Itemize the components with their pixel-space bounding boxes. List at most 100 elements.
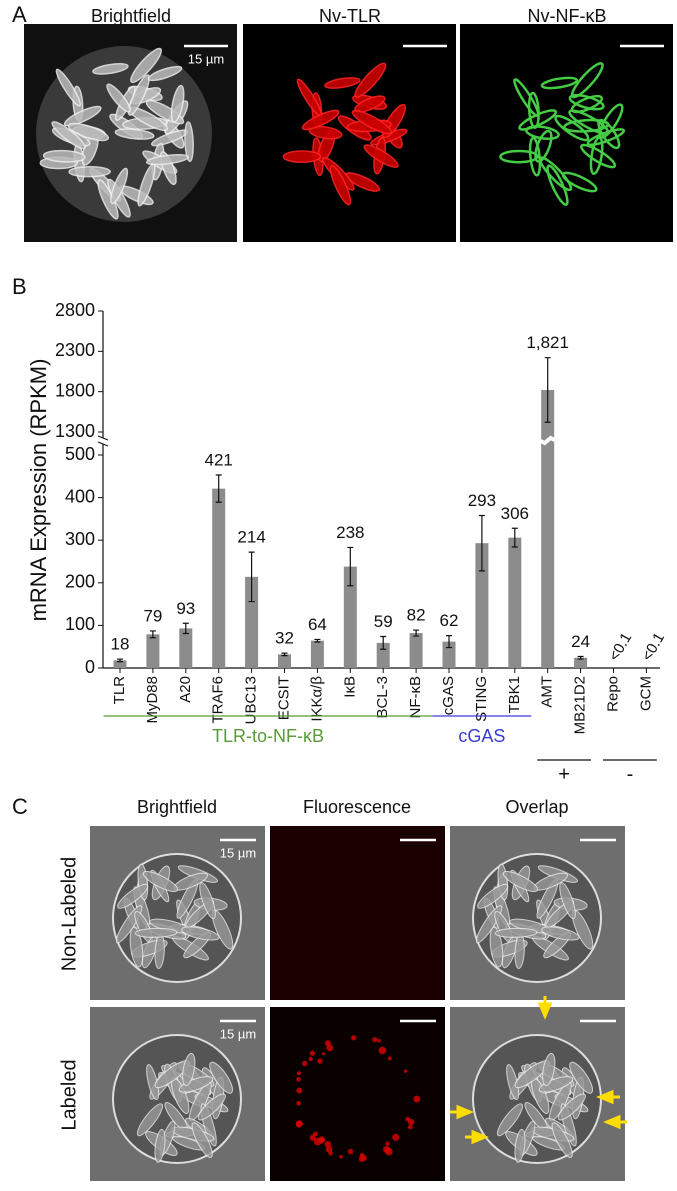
scale-bar-label: 15 µm — [220, 1026, 256, 1041]
micrograph — [450, 826, 625, 1000]
cell — [154, 1128, 166, 1163]
fluorescent-spot — [296, 1071, 302, 1076]
x-tick-label: NF-κB — [407, 676, 424, 719]
error-bar — [182, 622, 189, 635]
cell — [67, 122, 110, 142]
fluorescent-spot — [296, 1101, 301, 1106]
micrograph — [270, 826, 445, 1000]
cell — [282, 150, 322, 163]
x-tick-label: GCM — [637, 676, 654, 711]
y-tick-label: 1800 — [55, 380, 95, 400]
panel-title: Nv-NF-κB — [528, 6, 607, 26]
fluorescent-spot — [324, 1140, 332, 1148]
bar — [574, 657, 588, 668]
cell — [55, 68, 82, 107]
error-bar — [577, 655, 584, 660]
cell — [502, 870, 539, 893]
cell — [68, 166, 111, 178]
cell — [170, 84, 185, 123]
cell — [499, 149, 539, 164]
cell — [209, 1061, 234, 1094]
y-tick-label: 400 — [65, 486, 95, 506]
arrow — [465, 1129, 489, 1145]
micrograph — [243, 24, 456, 242]
cell — [541, 926, 580, 941]
micrograph — [460, 24, 673, 242]
x-tick-label: cGAS — [440, 676, 457, 715]
fluorescent-spot — [413, 1095, 421, 1103]
micrograph — [24, 24, 237, 242]
group-label: - — [627, 763, 634, 785]
fluorescent-spot — [326, 1044, 334, 1052]
x-tick-label: A20 — [177, 676, 194, 703]
fluorescent-spot — [408, 1118, 415, 1126]
x-tick-label: MyD88 — [144, 676, 161, 724]
cell — [197, 1093, 226, 1121]
cell — [129, 926, 144, 968]
fluorescent-spot — [308, 1056, 313, 1062]
y-tick-label: 2800 — [55, 300, 95, 320]
y-tick-label: 1300 — [55, 421, 95, 441]
data-label: 1,821 — [526, 333, 569, 352]
cell — [570, 62, 604, 99]
cell — [538, 1076, 574, 1093]
panel-title: Overlap — [505, 797, 568, 817]
data-label: 62 — [440, 611, 459, 630]
error-bar — [347, 546, 354, 587]
x-tick-label: AMT — [539, 676, 556, 708]
bar — [475, 543, 489, 668]
fluorescent-spot — [385, 1141, 390, 1146]
cell — [554, 114, 590, 142]
cell — [110, 167, 129, 205]
x-tick-label: IKKα/β — [308, 676, 325, 722]
error-bar — [248, 551, 255, 603]
data-label: 24 — [571, 632, 590, 651]
fluorescent-spot — [383, 1146, 390, 1153]
fluorescent-spot — [328, 1151, 333, 1156]
fluorescent-spot — [309, 1134, 316, 1141]
cell — [184, 121, 194, 163]
cell — [351, 109, 392, 135]
cell — [145, 153, 190, 166]
x-tick-label: BCL-3 — [374, 676, 391, 719]
y-tick-label: 0 — [85, 657, 95, 677]
error-bar — [413, 629, 420, 637]
data-label: 18 — [111, 635, 130, 654]
x-tick-label: IκB — [341, 676, 358, 698]
fluorescent-spot — [407, 1124, 413, 1130]
arrow — [603, 1114, 627, 1130]
data-label: 79 — [143, 606, 162, 625]
cell — [589, 136, 604, 176]
bar — [409, 633, 423, 668]
fluorescent-spot — [325, 1145, 333, 1153]
error-bar — [149, 630, 156, 639]
bar — [278, 654, 291, 668]
cell — [569, 1061, 594, 1094]
cell — [134, 927, 178, 938]
cell — [92, 62, 129, 75]
fluorescent-spot — [313, 1137, 322, 1146]
bar-break — [533, 435, 562, 446]
arrow — [537, 996, 553, 1020]
fluorescent-spot — [372, 1037, 378, 1043]
x-tick-label: TLR — [111, 676, 128, 705]
cell — [42, 149, 86, 163]
y-tick-label: 500 — [65, 444, 95, 464]
image-background — [243, 24, 456, 242]
cell — [496, 1103, 523, 1137]
x-tick-label: TBK1 — [506, 676, 523, 714]
fluorescent-spot — [377, 1038, 381, 1043]
bar — [245, 576, 259, 668]
cell — [559, 882, 576, 920]
cell — [301, 109, 340, 131]
data-label: 421 — [205, 451, 233, 470]
panel-letter: B — [12, 274, 27, 299]
axis-break — [97, 435, 109, 447]
scale-bar-label: 15 µm — [188, 51, 224, 66]
scale-bar-label: 15 µm — [220, 845, 256, 860]
data-label: 64 — [308, 615, 327, 634]
micrograph — [270, 1007, 445, 1181]
cell — [178, 1076, 214, 1093]
cell — [580, 143, 617, 169]
cell — [514, 1128, 526, 1163]
